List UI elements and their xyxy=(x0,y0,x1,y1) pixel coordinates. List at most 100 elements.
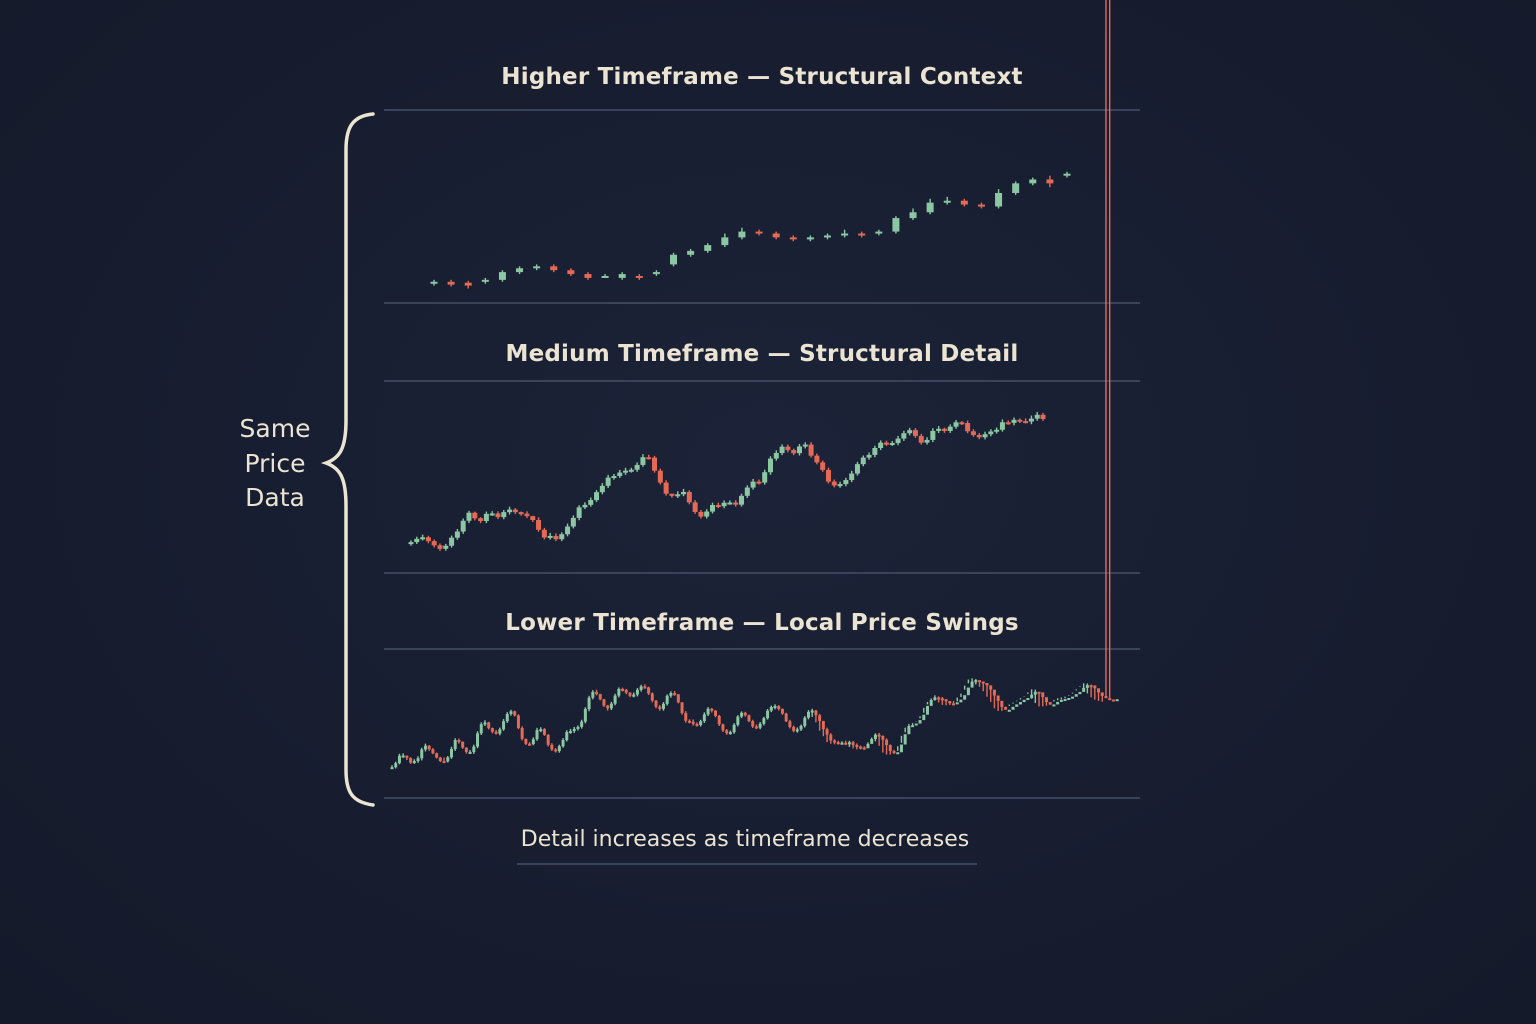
candle-body-bear xyxy=(831,481,837,486)
candle-body-bull xyxy=(483,513,489,521)
candle-body-bear xyxy=(606,705,610,709)
candle-body-bull xyxy=(909,212,917,219)
candle-body-bull xyxy=(738,231,746,238)
candle-body-bull xyxy=(661,703,665,709)
candle-body-bull xyxy=(943,200,951,203)
candle-body-bear xyxy=(654,700,658,707)
candle-body-bull xyxy=(599,485,605,493)
candle-body-bear xyxy=(960,200,968,205)
candle-body-bull xyxy=(481,279,489,282)
candle-body-bull xyxy=(516,268,524,273)
candle-body-bear xyxy=(1089,685,1093,688)
candle-body-bull xyxy=(799,725,803,730)
candle-body-bear xyxy=(978,680,982,683)
candle-body-bull xyxy=(930,430,936,440)
candle-body-bull xyxy=(806,237,814,240)
candle-body-bear xyxy=(714,710,718,716)
candle-body-bull xyxy=(420,537,426,540)
candle-body-bear xyxy=(941,428,947,431)
candle-body-bear xyxy=(512,509,518,513)
candle-body-bear xyxy=(461,741,465,748)
candle-body-bull xyxy=(994,429,1000,432)
candle-body-bull xyxy=(795,729,799,732)
candle-body-bull xyxy=(843,480,849,485)
candle-body-bear xyxy=(409,757,413,763)
brace-label-line-2: Price xyxy=(244,448,306,478)
candle-body-bull xyxy=(591,691,595,698)
candle-body-bull xyxy=(721,502,727,507)
candle-body-bull xyxy=(1007,709,1011,712)
candle-body-bear xyxy=(595,691,599,695)
candle-body-bull xyxy=(397,755,401,764)
candle-body-bear xyxy=(464,282,472,286)
candle-body-bear xyxy=(883,442,889,445)
candle-body-bull xyxy=(1011,419,1017,423)
candle-body-bull xyxy=(1056,701,1060,705)
candle-body-bear xyxy=(520,727,524,739)
candle-body-bull xyxy=(699,721,703,725)
candle-body-bull xyxy=(914,723,918,726)
candle-body-bull xyxy=(687,250,695,255)
candle-body-bear xyxy=(686,491,692,503)
candle-body-bull xyxy=(744,487,750,496)
candle-body-bear xyxy=(495,513,501,518)
candle-body-bear xyxy=(788,721,792,727)
candle-body-bear xyxy=(553,535,559,540)
candle-body-bull xyxy=(468,751,472,754)
candle-body-bear xyxy=(657,470,663,483)
candle-body-bear xyxy=(772,233,780,238)
candle-body-bull xyxy=(758,723,762,728)
candle-body-bear xyxy=(1048,702,1052,705)
candle-body-bull xyxy=(1052,704,1056,707)
candle-body-bull xyxy=(959,699,963,703)
candle-body-bear xyxy=(1000,700,1004,707)
candle-body-bull xyxy=(476,733,480,747)
candle-body-bear xyxy=(862,747,866,750)
candle-body-bull xyxy=(870,738,874,744)
candle-body-bear xyxy=(435,753,439,758)
candle-body-bear xyxy=(721,724,725,731)
candle-body-bull xyxy=(907,726,911,735)
candle-body-bull xyxy=(866,743,870,749)
candle-body-bear xyxy=(1093,685,1097,689)
candle-body-bull xyxy=(580,721,584,727)
candle-body-bear xyxy=(554,749,558,752)
candle-body-bear xyxy=(944,699,948,702)
candles-layer xyxy=(390,0,1119,770)
candle-body-bear xyxy=(676,694,680,703)
candle-body-bull xyxy=(1033,691,1037,695)
candle-body-bull xyxy=(966,687,970,696)
candle-body-bear xyxy=(663,482,669,494)
candle-body-bear xyxy=(756,481,762,484)
candle-body-bull xyxy=(895,438,901,444)
candle-body-bull xyxy=(970,681,974,688)
candle-body-bear xyxy=(550,266,558,271)
candle-body-bull xyxy=(750,481,756,488)
candle-body-bull xyxy=(401,755,405,758)
candle-body-bull xyxy=(609,703,613,709)
candle-body-bear xyxy=(825,469,831,482)
candle-body-bear xyxy=(541,529,547,538)
candle-body-bull xyxy=(670,254,678,265)
candle-body-bull xyxy=(502,721,506,730)
candle-body-bear xyxy=(777,706,781,710)
candle-body-bear xyxy=(892,751,896,754)
candle-body-bear xyxy=(784,713,788,722)
candle-body-bull xyxy=(669,693,673,696)
candle-body-bull xyxy=(767,458,773,473)
candle-body-bull xyxy=(1082,687,1086,692)
candle-body-bear xyxy=(628,692,632,696)
candle-body-bear xyxy=(698,511,704,517)
candle-body-bear xyxy=(487,722,491,729)
candle-body-bull xyxy=(740,712,744,717)
candle-body-bear xyxy=(691,721,695,724)
candle-body-bear xyxy=(1097,688,1101,693)
candle-body-bull xyxy=(1034,414,1040,419)
candle-body-bull xyxy=(1067,698,1071,701)
candle-body-bear xyxy=(437,545,443,549)
candle-body-bear xyxy=(989,685,993,690)
candle-body-bull xyxy=(533,266,541,269)
candle-body-bull xyxy=(704,245,712,251)
candle-body-bear xyxy=(524,738,528,744)
